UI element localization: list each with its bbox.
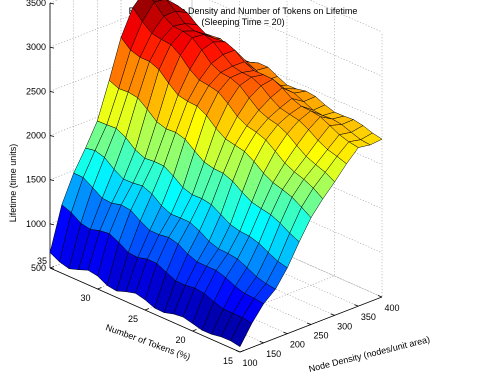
z-tick bbox=[49, 179, 55, 182]
chart-subtitle: (Sleeping Time = 20) bbox=[201, 17, 284, 27]
x-tick bbox=[259, 340, 264, 344]
x-tick-label: 300 bbox=[337, 321, 352, 331]
y-tick-label: 30 bbox=[80, 293, 90, 303]
y-tick-label: 20 bbox=[175, 335, 185, 345]
z-tick bbox=[49, 46, 55, 49]
z-tick-label: 3500 bbox=[26, 0, 46, 8]
x-tick bbox=[354, 304, 359, 307]
x-tick bbox=[377, 295, 383, 298]
x-tick-label: 350 bbox=[361, 312, 376, 322]
x-tick bbox=[306, 322, 312, 325]
y-tick-label: 15 bbox=[223, 356, 233, 366]
x-tick-label: 400 bbox=[384, 303, 399, 313]
z-axis-label: Lifetime (time units) bbox=[8, 144, 18, 223]
y-tick bbox=[239, 350, 245, 353]
y-tick-label: 25 bbox=[128, 314, 138, 324]
z-gridline bbox=[49, 0, 383, 33]
z-tick-label: 2000 bbox=[26, 131, 46, 141]
axis-ticks: 500 1000 1500 2000 2500 3000 3500 15 20 25 30 35 100… bbox=[26, 0, 400, 368]
z-tick bbox=[49, 2, 55, 5]
x-tick bbox=[283, 331, 288, 335]
x-tick bbox=[330, 313, 335, 316]
surface-mesh bbox=[49, 0, 383, 348]
z-tick bbox=[49, 135, 55, 137]
z-tick-label: 500 bbox=[31, 263, 46, 273]
z-tick bbox=[49, 223, 55, 226]
z-tick-label: 1500 bbox=[26, 175, 46, 185]
y-tick-label: 35 bbox=[37, 256, 47, 266]
x-tick-label: 250 bbox=[313, 331, 328, 341]
y-tick bbox=[49, 266, 55, 269]
y-tick bbox=[192, 329, 197, 332]
y-tick bbox=[97, 287, 102, 290]
surface-patch bbox=[230, 317, 253, 348]
z-tick-label: 3000 bbox=[26, 42, 46, 52]
x-tick-label: 200 bbox=[290, 340, 305, 350]
z-tick-label: 2500 bbox=[26, 86, 46, 96]
x-tick bbox=[235, 350, 241, 353]
chart-title: Effect of Node Density and Number of Tok… bbox=[129, 6, 358, 16]
y-tick bbox=[144, 308, 150, 311]
z-tick-label: 1000 bbox=[26, 219, 46, 229]
x-tick-label: 150 bbox=[266, 349, 281, 359]
x-tick-label: 100 bbox=[242, 358, 257, 368]
z-tick bbox=[49, 90, 55, 93]
